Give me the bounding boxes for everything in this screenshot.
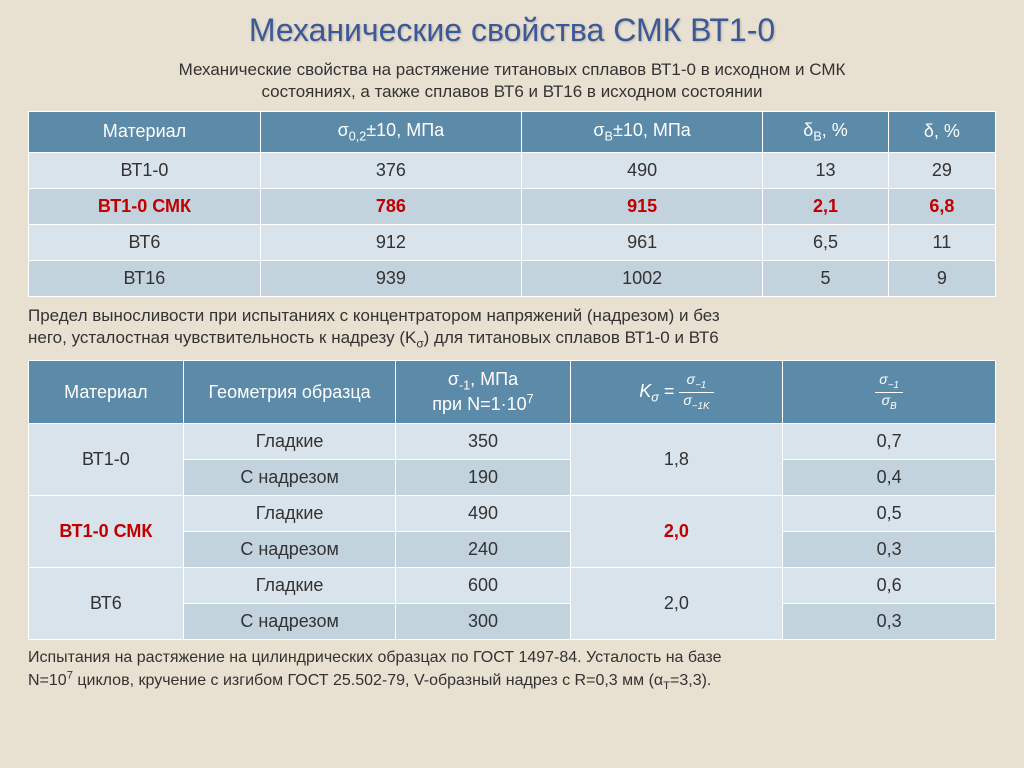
value-cell: 912 — [260, 224, 521, 260]
caption-2: Предел выносливости при испытаниях с кон… — [28, 305, 996, 352]
value-cell: 786 — [260, 188, 521, 224]
value-cell: 939 — [260, 260, 521, 296]
value-cell: 9 — [888, 260, 995, 296]
t1-h3: σВ±10, МПа — [522, 112, 763, 153]
footnote-line-2: N=107 циклов, кручение с изгибом ГОСТ 25… — [28, 672, 711, 689]
value-cell: 600 — [396, 568, 570, 604]
material-cell: ВТ1-0 СМК — [29, 188, 261, 224]
material-cell: ВТ16 — [29, 260, 261, 296]
footnote-line-1: Испытания на растяжение на цилиндрически… — [28, 649, 721, 666]
value-cell: 13 — [763, 152, 889, 188]
table-row: ВТ1-0 СМКГладкие4902,00,5 — [29, 496, 996, 532]
t1-h4: δВ, % — [763, 112, 889, 153]
ratio-cell: 0,3 — [783, 532, 996, 568]
ratio-cell: 0,5 — [783, 496, 996, 532]
ratio-cell: 0,7 — [783, 424, 996, 460]
value-cell: 915 — [522, 188, 763, 224]
table-row: ВТ1-0 СМК7869152,16,8 — [29, 188, 996, 224]
material-cell: ВТ1-0 СМК — [29, 496, 184, 568]
t2-h2: Геометрия образца — [183, 360, 396, 424]
material-cell: ВТ6 — [29, 568, 184, 640]
table-1: Материал σ0,2±10, МПа σВ±10, МПа δВ, % δ… — [28, 111, 996, 297]
value-cell: 190 — [396, 460, 570, 496]
k-cell: 1,8 — [570, 424, 783, 496]
t2-h1: Материал — [29, 360, 184, 424]
k-cell: 2,0 — [570, 496, 783, 568]
table-2: Материал Геометрия образца σ-1, МПапри N… — [28, 360, 996, 641]
ratio-cell: 0,6 — [783, 568, 996, 604]
geometry-cell: Гладкие — [183, 496, 396, 532]
value-cell: 1002 — [522, 260, 763, 296]
value-cell: 29 — [888, 152, 995, 188]
t2-h3: σ-1, МПапри N=1·107 — [396, 360, 570, 424]
t2-h5: σ−1σB — [783, 360, 996, 424]
geometry-cell: С надрезом — [183, 532, 396, 568]
geometry-cell: С надрезом — [183, 604, 396, 640]
value-cell: 350 — [396, 424, 570, 460]
value-cell: 376 — [260, 152, 521, 188]
t1-h2: σ0,2±10, МПа — [260, 112, 521, 153]
caption-1-line-1: Механические свойства на растяжение тита… — [179, 60, 846, 79]
value-cell: 11 — [888, 224, 995, 260]
value-cell: 490 — [522, 152, 763, 188]
value-cell: 240 — [396, 532, 570, 568]
table-row: ВТ6Гладкие6002,00,6 — [29, 568, 996, 604]
caption-1-line-2: состояниях, а также сплавов ВТ6 и ВТ16 в… — [261, 82, 762, 101]
table-row: ВТ16939100259 — [29, 260, 996, 296]
ratio-cell: 0,4 — [783, 460, 996, 496]
t1-h1: Материал — [29, 112, 261, 153]
material-cell: ВТ1-0 — [29, 152, 261, 188]
geometry-cell: Гладкие — [183, 568, 396, 604]
value-cell: 6,8 — [888, 188, 995, 224]
ratio-cell: 0,3 — [783, 604, 996, 640]
table-row: ВТ69129616,511 — [29, 224, 996, 260]
footnote: Испытания на растяжение на цилиндрически… — [28, 648, 996, 694]
material-cell: ВТ1-0 — [29, 424, 184, 496]
caption-1: Механические свойства на растяжение тита… — [28, 59, 996, 103]
value-cell: 300 — [396, 604, 570, 640]
k-cell: 2,0 — [570, 568, 783, 640]
material-cell: ВТ6 — [29, 224, 261, 260]
value-cell: 490 — [396, 496, 570, 532]
caption-2-line-1: Предел выносливости при испытаниях с кон… — [28, 306, 720, 325]
value-cell: 5 — [763, 260, 889, 296]
caption-2-line-2: него, усталостная чувствительность к над… — [28, 328, 719, 347]
table-row: ВТ1-0Гладкие3501,80,7 — [29, 424, 996, 460]
geometry-cell: Гладкие — [183, 424, 396, 460]
table-row: ВТ1-03764901329 — [29, 152, 996, 188]
value-cell: 961 — [522, 224, 763, 260]
value-cell: 6,5 — [763, 224, 889, 260]
page-title: Механические свойства СМК ВТ1-0 — [28, 12, 996, 49]
geometry-cell: С надрезом — [183, 460, 396, 496]
t2-h4: Kσ = σ−1σ−1K — [570, 360, 783, 424]
t1-h5: δ, % — [888, 112, 995, 153]
value-cell: 2,1 — [763, 188, 889, 224]
